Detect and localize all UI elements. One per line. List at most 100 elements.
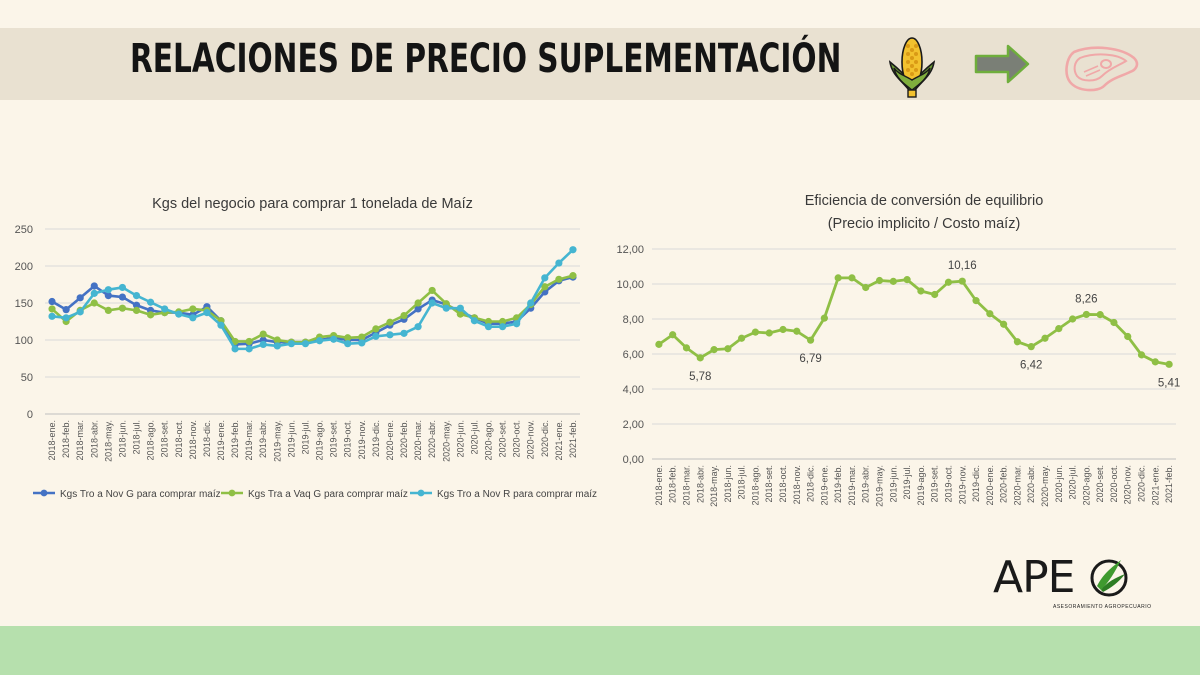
chart2-point bbox=[986, 310, 994, 318]
chart2-ytick: 4,00 bbox=[623, 384, 644, 396]
chart2-point bbox=[696, 354, 704, 362]
chart1-xtick: 2018-ago. bbox=[146, 420, 156, 461]
chart2-ytick: 6,00 bbox=[623, 349, 644, 361]
chart1-point-s2 bbox=[118, 304, 127, 312]
chart2-point bbox=[1137, 351, 1146, 359]
chart2-ytick: 12,00 bbox=[616, 244, 644, 256]
chart1-xtick: 2019-jun. bbox=[286, 420, 296, 458]
chart2-point bbox=[958, 277, 966, 285]
chart1-point-s3 bbox=[48, 312, 56, 320]
chart2-data-label: 8,26 bbox=[1075, 293, 1097, 305]
chart2-point bbox=[1096, 311, 1104, 319]
chart1-legend-marker-3 bbox=[417, 489, 425, 497]
chart2-data-label: 6,79 bbox=[799, 353, 821, 365]
chart2-data-label: 6,42 bbox=[1020, 360, 1042, 372]
chart1-point-s3 bbox=[315, 337, 324, 345]
chart2-point bbox=[1068, 315, 1077, 323]
chart1-point-s2 bbox=[555, 275, 563, 283]
chart2-xtick: 2020-jul. bbox=[1068, 465, 1078, 500]
chart2-point bbox=[806, 336, 815, 344]
chart1-point-s2 bbox=[273, 336, 281, 344]
chart2-point bbox=[655, 340, 663, 348]
chart2-point bbox=[820, 314, 828, 322]
chart2-point bbox=[1082, 310, 1090, 319]
chart1-xtick: 2019-nov. bbox=[357, 420, 367, 459]
page-title: RELACIONES DE PRECIO SUPLEMENTACIÓN bbox=[130, 36, 842, 82]
chart2-data-label: 5,41 bbox=[1158, 377, 1180, 389]
chart2-xtick: 2019-nov. bbox=[957, 465, 967, 504]
chart1-point-s2 bbox=[428, 286, 436, 295]
chart2-xtick: 2018-set. bbox=[764, 465, 774, 503]
chart1-xtick: 2018-ene. bbox=[47, 420, 57, 461]
chart2-xtick: 2018-mar. bbox=[681, 465, 691, 506]
chart2-point bbox=[1055, 325, 1063, 333]
chart1-point-s3 bbox=[456, 304, 464, 312]
chart1-xtick: 2020-dic. bbox=[540, 420, 550, 457]
chart1-point-s2 bbox=[372, 325, 380, 333]
chart1-xtick: 2020-may. bbox=[441, 420, 451, 462]
chart2-xtick: 2019-ago. bbox=[916, 465, 926, 506]
chart2-xtick: 2018-may. bbox=[709, 465, 719, 507]
steak-icon bbox=[1065, 46, 1139, 92]
chart1-point-s2 bbox=[498, 317, 507, 326]
chart1-point-s3 bbox=[273, 342, 281, 350]
header-bar: RELACIONES DE PRECIO SUPLEMENTACIÓN bbox=[0, 28, 1200, 100]
chart1-point-s2 bbox=[358, 333, 366, 341]
chart1-xtick: 2019-abr. bbox=[258, 420, 268, 458]
chart1-ytick: 250 bbox=[15, 224, 33, 236]
chart2-point bbox=[944, 278, 953, 286]
chart2-point bbox=[738, 334, 746, 342]
chart1-xtick: 2019-oct. bbox=[343, 420, 353, 458]
chart1-point-s2 bbox=[104, 306, 112, 314]
chart1-xtick: 2019-mar. bbox=[244, 420, 254, 461]
chart2-point bbox=[1041, 334, 1049, 342]
chart1-xtick: 2020-mar. bbox=[413, 420, 423, 461]
corn-icon bbox=[888, 37, 936, 98]
arrow-right-icon bbox=[974, 44, 1030, 84]
chart1-point-s3 bbox=[330, 335, 338, 343]
chart2-point bbox=[903, 276, 911, 284]
chart1-ytick: 0 bbox=[27, 409, 33, 421]
chart1-point-s3 bbox=[442, 304, 450, 312]
chart1-point-s3 bbox=[189, 314, 197, 322]
logo-text: APE bbox=[993, 552, 1075, 603]
chart1-point-s3 bbox=[484, 323, 493, 331]
chart1-series-line-2 bbox=[51, 274, 574, 344]
chart1-xtick: 2020-abr. bbox=[427, 420, 437, 458]
chart2-xtick: 2020-abr. bbox=[1026, 465, 1036, 503]
chart1-xtick: 2018-mar. bbox=[75, 420, 85, 461]
chart1-point-s3 bbox=[428, 299, 436, 307]
chart1-point-s3 bbox=[245, 345, 253, 353]
chart2-xtick: 2020-oct. bbox=[1109, 465, 1119, 503]
chart1-point-s3 bbox=[62, 314, 70, 322]
chart2-xtick: 2020-ago. bbox=[1081, 465, 1091, 506]
chart1-legend-label-2: Kgs Tra a Vaq G para comprar maíz bbox=[248, 489, 408, 500]
chart1-point-s3 bbox=[76, 308, 84, 316]
chart1-xtick: 2020-nov. bbox=[526, 420, 536, 459]
chart2-xtick: 2018-feb. bbox=[668, 465, 678, 503]
chart2-xtick: 2019-abr. bbox=[861, 465, 871, 503]
chart1-point-s3 bbox=[414, 323, 422, 331]
chart1-legend-label-3: Kgs Tro a Nov R para comprar maíz bbox=[437, 489, 597, 500]
chart1-point-s1 bbox=[118, 293, 127, 301]
chart2-xtick: 2019-jul. bbox=[902, 465, 912, 500]
chart1-point-s1 bbox=[48, 297, 56, 306]
chart1-xtick: 2020-feb. bbox=[399, 420, 409, 458]
chart2-data-label: 5,78 bbox=[689, 371, 711, 383]
chart2-point bbox=[682, 344, 691, 352]
logo-subtitle: ASESORAMIENTO AGROPECUARIO bbox=[1053, 604, 1152, 610]
chart1-point-s1 bbox=[76, 294, 84, 302]
chart1-xtick: 2019-ago. bbox=[315, 420, 325, 461]
chart1-point-s3 bbox=[118, 283, 127, 292]
chart2-point bbox=[1151, 358, 1159, 366]
chart1-point-s2 bbox=[245, 337, 253, 346]
chart1-title: Kgs del negocio para comprar 1 tonelada … bbox=[152, 196, 473, 212]
chart1-point-s3 bbox=[358, 339, 366, 347]
chart1-xtick: 2019-may. bbox=[272, 420, 282, 462]
chart1-xtick: 2018-oct. bbox=[174, 420, 184, 458]
chart1-ytick: 200 bbox=[15, 261, 33, 273]
chart1-point-s1 bbox=[90, 282, 98, 290]
chart2-xtick: 2019-ene. bbox=[819, 465, 829, 506]
chart2-xtick: 2019-may. bbox=[875, 465, 885, 507]
chart1-ytick: 50 bbox=[21, 372, 33, 384]
